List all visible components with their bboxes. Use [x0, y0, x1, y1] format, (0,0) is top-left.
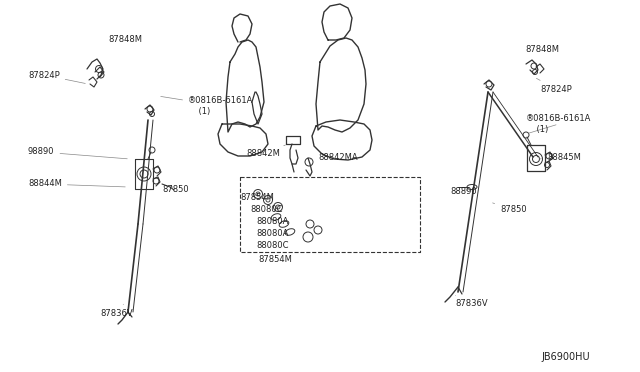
- Text: 87824P: 87824P: [28, 71, 85, 83]
- Text: 87824P: 87824P: [536, 78, 572, 93]
- Text: 98890: 98890: [28, 148, 127, 159]
- Text: 88844M: 88844M: [28, 180, 125, 189]
- Text: 87854M: 87854M: [240, 192, 274, 202]
- Text: 87850: 87850: [493, 203, 527, 215]
- Text: 88080C: 88080C: [256, 241, 289, 250]
- Text: 87848M: 87848M: [108, 35, 142, 44]
- Text: 87836V: 87836V: [100, 304, 132, 318]
- Text: 88845M: 88845M: [539, 153, 581, 161]
- Text: 88890: 88890: [450, 187, 477, 196]
- Text: 88842M: 88842M: [246, 145, 285, 158]
- Text: 87848M: 87848M: [525, 45, 559, 55]
- Text: 88080C: 88080C: [250, 205, 282, 215]
- Text: 88080A: 88080A: [256, 218, 289, 227]
- Text: 87854M: 87854M: [258, 254, 292, 263]
- Text: 87850: 87850: [162, 185, 189, 193]
- Text: 88080A: 88080A: [256, 230, 289, 238]
- Text: 88842MA: 88842MA: [311, 153, 358, 161]
- Text: JB6900HU: JB6900HU: [541, 352, 590, 362]
- Text: 87836V: 87836V: [455, 295, 488, 308]
- Text: ®0816B-6161A
    (1): ®0816B-6161A (1): [526, 114, 591, 134]
- Text: ®0816B-6161A
    (1): ®0816B-6161A (1): [161, 96, 253, 116]
